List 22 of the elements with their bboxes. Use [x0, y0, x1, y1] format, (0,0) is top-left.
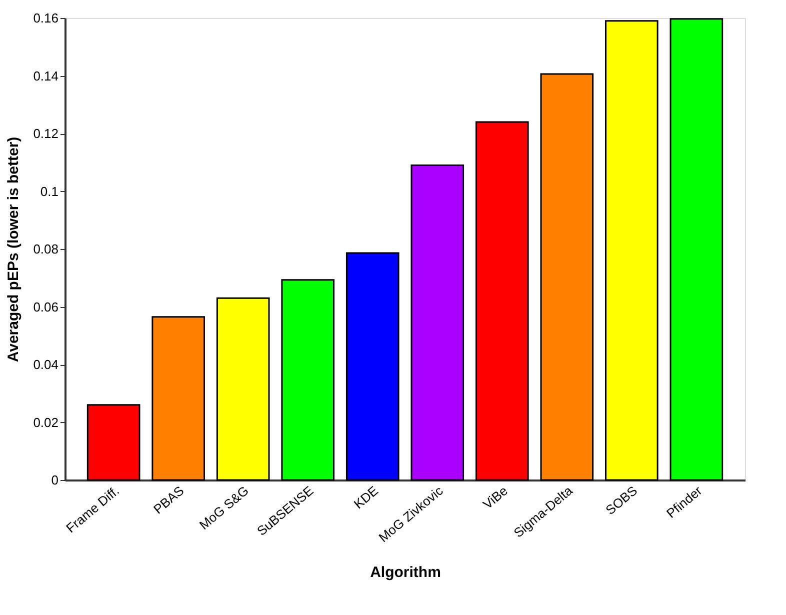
y-tick-label: 0.16	[33, 10, 58, 26]
x-axis-title: Algorithm	[370, 564, 441, 582]
bar	[605, 20, 658, 481]
y-tick-label: 0.08	[33, 242, 58, 256]
bar	[281, 279, 335, 481]
y-tick-label: 0.12	[33, 126, 58, 141]
y-axis-title: Averaged pEPs (lower is better)	[5, 136, 22, 362]
y-tick-label: 0.02	[33, 414, 58, 430]
bar	[86, 404, 140, 481]
bar	[346, 252, 400, 481]
bar	[216, 297, 270, 481]
y-tick-label: 0.04	[33, 357, 58, 372]
y-tick-label: 0.14	[33, 68, 58, 84]
bar	[475, 121, 529, 481]
y-tick-label: 0.1	[40, 184, 58, 199]
y-tick-label: 0.06	[33, 299, 58, 314]
bar	[540, 73, 594, 481]
bar	[152, 316, 205, 481]
y-tick-label: 0	[51, 472, 58, 488]
bar	[670, 18, 724, 481]
x-tick-label: ViBe	[480, 482, 510, 512]
bar	[410, 164, 464, 481]
